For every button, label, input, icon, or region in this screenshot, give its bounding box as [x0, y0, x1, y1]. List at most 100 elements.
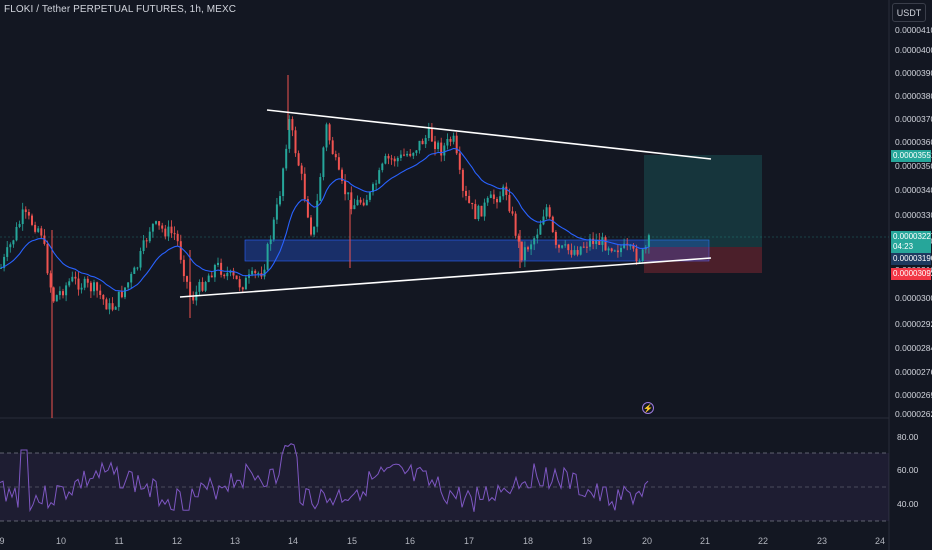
candle-body — [589, 238, 591, 247]
candle-body — [65, 285, 68, 296]
candle-body — [142, 240, 145, 252]
time-axis-label: 24 — [874, 536, 886, 546]
price-axis-label: 0.00002760 — [895, 367, 932, 377]
demand-zone[interactable] — [244, 239, 710, 262]
rsi-label-60: 60.00 — [897, 465, 919, 475]
moving-average-line — [0, 147, 650, 292]
candle-body — [204, 282, 207, 291]
candle-body — [108, 303, 111, 310]
candle-body — [517, 235, 520, 242]
candle-body — [430, 128, 433, 142]
current-price-tag: 0.00003227 04:23 — [891, 231, 932, 253]
price-axis-label: 0.00002840 — [895, 343, 932, 353]
candle-body — [285, 148, 288, 169]
candle-body — [297, 153, 300, 166]
price-axis-label: 0.00003700 — [895, 114, 932, 124]
candle-body — [353, 205, 356, 210]
time-axis-label: 20 — [641, 536, 653, 546]
candle-body — [334, 154, 337, 158]
candle-body — [592, 238, 595, 245]
candle-body — [127, 282, 130, 288]
candle-body — [483, 202, 486, 217]
candle-body — [409, 153, 412, 156]
position-target-zone[interactable] — [644, 155, 762, 247]
candle-body — [220, 262, 223, 275]
candle-body — [579, 246, 582, 255]
candle-body — [55, 295, 58, 302]
candle-body — [492, 194, 495, 199]
candle-body — [322, 147, 325, 178]
candle-body — [458, 153, 461, 170]
candle-body — [368, 192, 371, 200]
candle-body — [306, 199, 309, 218]
candle-body — [440, 142, 443, 156]
currency-button[interactable]: USDT — [892, 3, 926, 22]
candle-body — [604, 237, 607, 251]
candle-body — [34, 224, 37, 232]
candle-body — [328, 124, 331, 141]
candle-body — [393, 158, 396, 162]
candle-body — [570, 250, 573, 255]
candle-body — [303, 173, 306, 200]
candle-body — [145, 240, 148, 242]
candle-body — [291, 119, 294, 131]
candle-body — [313, 226, 316, 235]
candle-body — [561, 245, 564, 248]
candle-body — [378, 170, 381, 184]
candle-body — [58, 291, 61, 296]
price-axis-label: 0.00003400 — [895, 185, 932, 195]
candle-body — [310, 217, 312, 235]
candle-body — [396, 157, 399, 162]
lightning-icon[interactable]: ⚡ — [642, 402, 654, 414]
candle-body — [582, 246, 585, 248]
candle-body — [347, 192, 350, 195]
candle-body — [6, 247, 9, 257]
candle-body — [554, 231, 557, 245]
rsi-line — [0, 443, 649, 513]
candle-body — [536, 234, 539, 239]
candle-body — [96, 282, 99, 291]
candle-body — [93, 282, 95, 292]
time-axis-label: 16 — [404, 536, 416, 546]
upper-trendline[interactable] — [266, 109, 712, 160]
candle-body — [300, 165, 303, 174]
chart-title: FLOKI / Tether PERPETUAL FUTURES, 1h, ME… — [4, 4, 237, 15]
candle-body — [102, 294, 105, 300]
candle-body — [244, 277, 247, 290]
candle-body — [598, 239, 601, 245]
position-stop-zone[interactable] — [644, 247, 762, 273]
candle-body — [31, 215, 33, 225]
candle-body — [508, 194, 511, 212]
candle-body — [68, 281, 71, 286]
candle-body — [533, 238, 536, 245]
candle-body — [158, 221, 161, 226]
candle-body — [111, 303, 114, 310]
candle-body — [629, 245, 632, 247]
candlestick-series — [0, 75, 650, 418]
candle-body — [341, 169, 343, 181]
candle-body — [585, 246, 588, 248]
time-axis-label: 12 — [171, 536, 183, 546]
candle-body — [607, 248, 610, 251]
candle-body — [610, 248, 613, 252]
candle-body — [74, 276, 77, 279]
price-axis-label: 0.00003900 — [895, 68, 932, 78]
candle-body — [294, 130, 297, 154]
candle-body — [83, 278, 86, 288]
candle-body — [21, 209, 24, 225]
time-axis-label: 18 — [522, 536, 534, 546]
candle-body — [52, 287, 55, 302]
candle-body — [210, 275, 213, 278]
candle-body — [331, 140, 334, 155]
candle-body — [434, 141, 436, 150]
candle-body — [576, 250, 579, 255]
lower-trendline[interactable] — [179, 257, 712, 298]
time-axis-label: 23 — [816, 536, 828, 546]
candle-body — [564, 244, 567, 246]
candle-body — [446, 138, 449, 146]
candle-body — [325, 124, 328, 148]
candle-body — [601, 237, 604, 245]
candle-body — [275, 204, 278, 220]
candle-body — [620, 247, 622, 253]
